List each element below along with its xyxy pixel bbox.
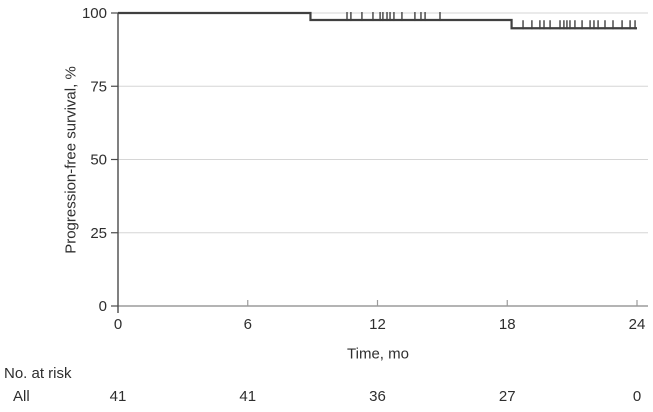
- risk-value: 41: [239, 388, 256, 405]
- x-tick-label: 18: [499, 316, 516, 333]
- y-tick-label: 25: [90, 225, 107, 242]
- x-tick-label: 0: [114, 316, 122, 333]
- x-tick-label: 6: [244, 316, 252, 333]
- y-axis-title: Progression-free survival, %: [62, 66, 80, 254]
- y-tick-label: 50: [90, 152, 107, 169]
- y-tick-label: 100: [82, 5, 107, 22]
- x-tick-label: 24: [629, 316, 646, 333]
- risk-value: 0: [633, 388, 641, 405]
- y-tick-label: 0: [99, 298, 107, 315]
- km-curve: [118, 11, 637, 30]
- risk-row-label: All: [13, 388, 30, 405]
- risk-table-title: No. at risk: [4, 365, 72, 382]
- y-tick-label: 75: [90, 78, 107, 95]
- risk-value: 36: [369, 388, 386, 405]
- risk-value: 41: [110, 388, 127, 405]
- risk-value: 27: [499, 388, 516, 405]
- x-tick-label: 12: [369, 316, 386, 333]
- x-axis-title: Time, mo: [347, 345, 409, 363]
